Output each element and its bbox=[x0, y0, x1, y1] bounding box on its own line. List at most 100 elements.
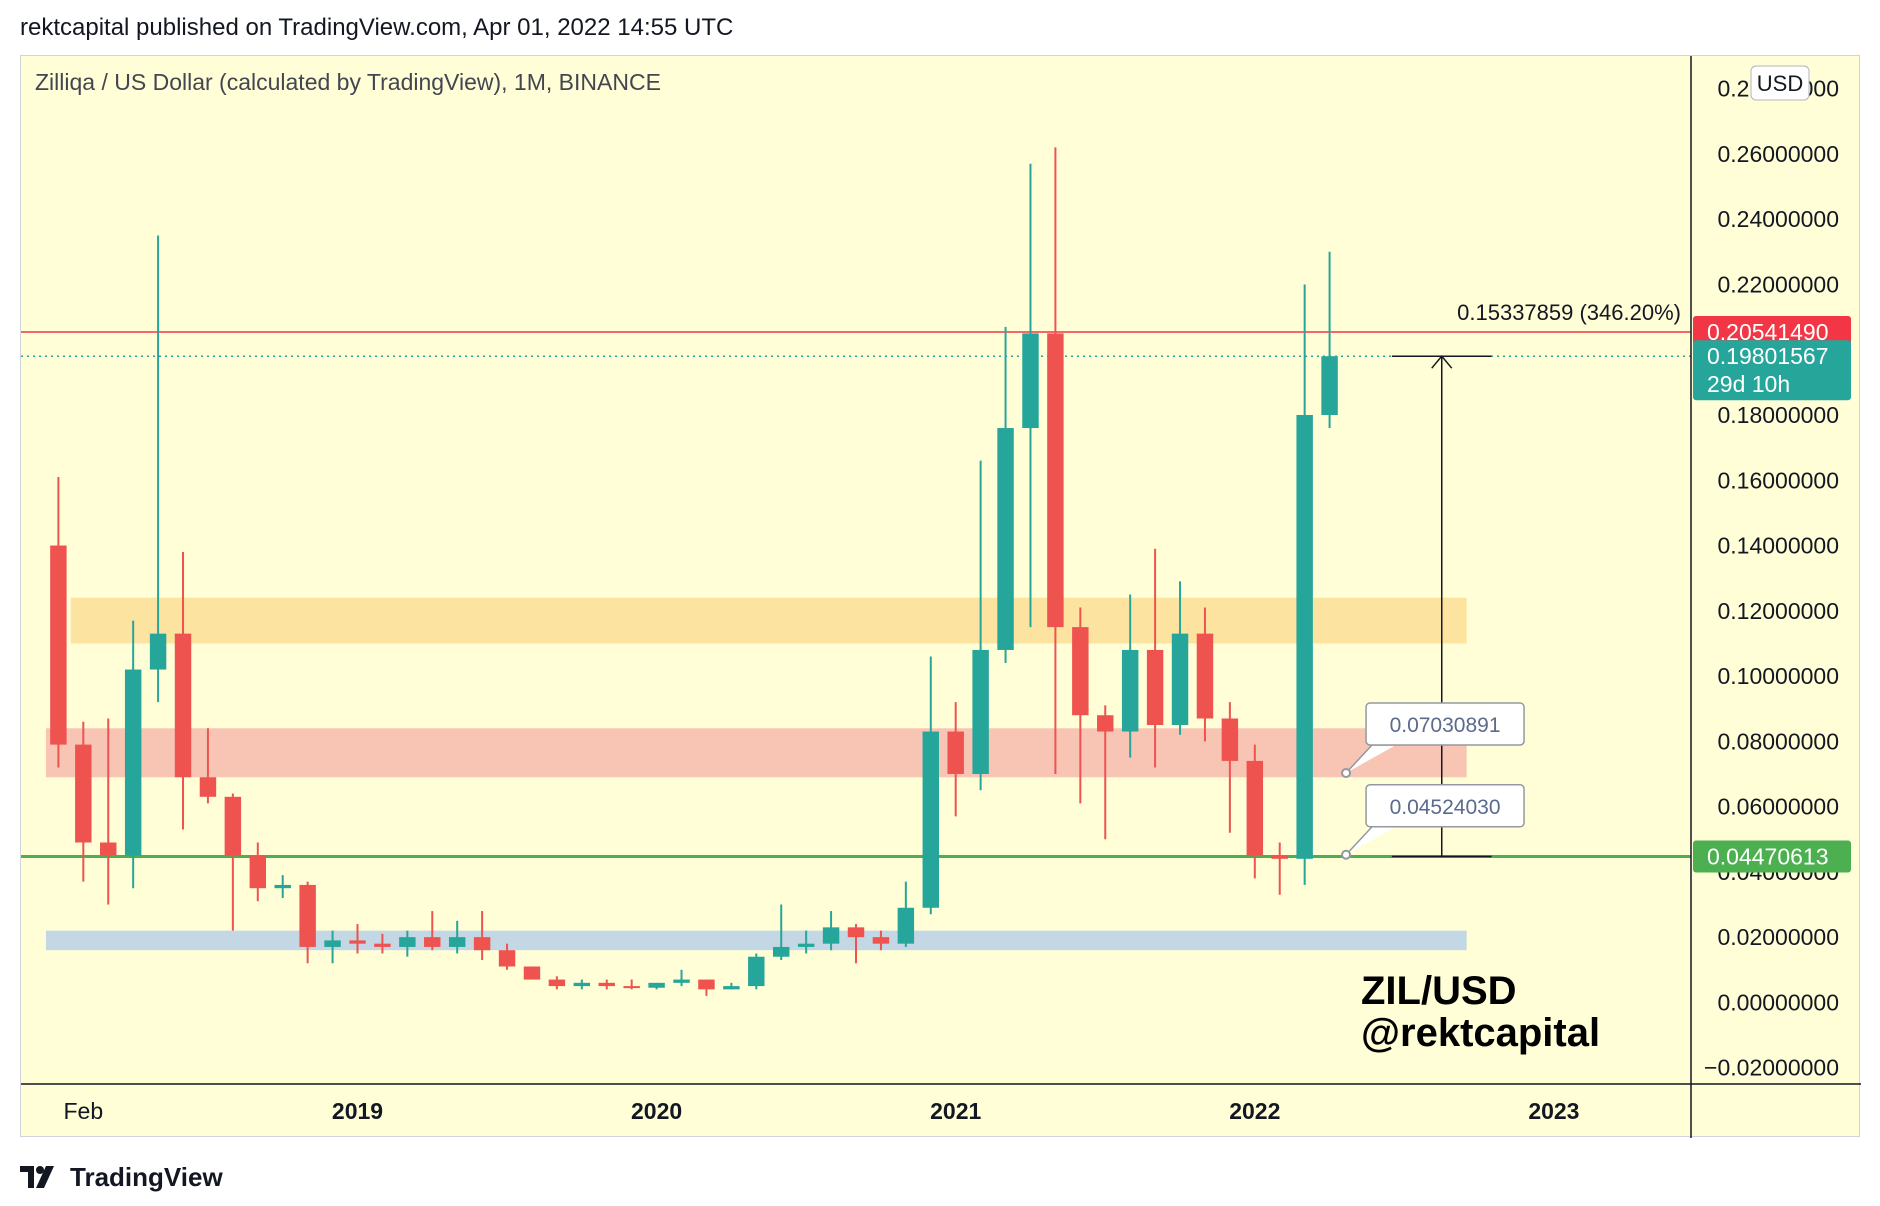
y-tick-label: 0.00000000 bbox=[1717, 989, 1839, 1015]
price-label-box-2 bbox=[1693, 840, 1851, 873]
candle-body-2021-06 bbox=[1072, 627, 1089, 716]
callout-label-0: 0.07030891 bbox=[1390, 714, 1501, 737]
candle-body-2020-08 bbox=[822, 927, 840, 944]
candle-body-2020-06 bbox=[772, 946, 790, 957]
candle-body-2019-09 bbox=[548, 979, 566, 987]
chart-frame[interactable]: 0.15337859 (346.20%) 0.07030891 0.0452403… bbox=[20, 55, 1861, 1138]
candle-body-2018-11 bbox=[299, 884, 316, 947]
candle-body-2020-11 bbox=[897, 907, 915, 944]
currency-badge[interactable]: USD bbox=[1750, 65, 1810, 101]
candle-body-2018-02 bbox=[75, 744, 92, 843]
x-tick-label: 2019 bbox=[332, 1098, 383, 1124]
candle-body-2021-10 bbox=[1171, 633, 1189, 726]
candle-body-2018-09 bbox=[249, 855, 267, 889]
candle-body-2019-12 bbox=[623, 986, 640, 989]
candle-body-2019-06 bbox=[473, 937, 491, 951]
x-tick-label: Feb bbox=[63, 1098, 103, 1124]
price-countdown-label: 29d 10h bbox=[1707, 371, 1790, 397]
chart-svg[interactable]: 0.15337859 (346.20%) 0.07030891 0.0452403… bbox=[21, 56, 1861, 1138]
candle-body-2021-01 bbox=[947, 731, 964, 774]
candle-body-2018-07 bbox=[199, 777, 217, 797]
candle-body-2019-03 bbox=[399, 937, 416, 947]
price-label-2: 0.04470613 bbox=[1707, 844, 1829, 870]
callout-anchor-0 bbox=[1341, 767, 1352, 778]
candle-body-2019-01 bbox=[349, 940, 366, 944]
candles-layer[interactable] bbox=[50, 147, 1338, 996]
candle-body-2022-04 bbox=[1321, 356, 1338, 415]
x-tick-label: 2020 bbox=[631, 1098, 682, 1124]
candle-body-2019-11 bbox=[598, 982, 615, 987]
candle-body-2021-02 bbox=[972, 649, 989, 774]
zone-2 bbox=[45, 930, 1467, 951]
candle-body-2018-05 bbox=[149, 633, 167, 670]
candle-body-2020-01 bbox=[648, 982, 665, 988]
y-tick-label: 0.08000000 bbox=[1717, 728, 1839, 754]
x-tick-label: 2023 bbox=[1528, 1098, 1579, 1124]
tradingview-logo-icon bbox=[20, 1166, 54, 1188]
y-tick-label: 0.12000000 bbox=[1717, 598, 1839, 624]
zone-0 bbox=[70, 597, 1467, 644]
callout-label-1: 0.04524030 bbox=[1390, 796, 1501, 819]
plot-background bbox=[21, 56, 1691, 1084]
x-tick-label: 2021 bbox=[930, 1098, 981, 1124]
candle-body-2018-03 bbox=[100, 842, 117, 856]
candle-body-2018-12 bbox=[324, 940, 341, 947]
callout-box-1 bbox=[1365, 784, 1525, 828]
chart-title: Zilliqa / US Dollar (calculated by Tradi… bbox=[35, 69, 661, 95]
watermark-symbol: ZIL/USD bbox=[1361, 969, 1517, 1013]
measure-arrowhead bbox=[1431, 355, 1453, 369]
candle-body-2018-10 bbox=[274, 884, 291, 889]
y-tick-label: −0.02000000 bbox=[1704, 1055, 1839, 1081]
candle-body-2021-05 bbox=[1047, 333, 1064, 628]
price-label-1: 0.19801567 bbox=[1707, 343, 1829, 369]
candle-body-2019-05 bbox=[448, 937, 466, 947]
candle-body-2020-05 bbox=[748, 956, 765, 987]
candle-body-2021-08 bbox=[1121, 649, 1139, 732]
callout-anchor-1 bbox=[1341, 849, 1352, 860]
candle-body-2020-02 bbox=[673, 979, 690, 983]
candle-body-2021-11 bbox=[1196, 633, 1214, 719]
y-tick-label: 0.10000000 bbox=[1717, 663, 1839, 689]
candle-body-2020-09 bbox=[847, 927, 865, 938]
candle-body-2020-03 bbox=[698, 979, 715, 990]
candle-body-2020-07 bbox=[797, 943, 815, 947]
candle-body-2019-08 bbox=[523, 966, 541, 980]
publish-header: rektcapital published on TradingView.com… bbox=[20, 14, 734, 41]
candle-body-2019-10 bbox=[573, 982, 591, 987]
footer: TradingView bbox=[20, 1160, 223, 1194]
candle-body-2018-04 bbox=[124, 669, 142, 856]
candle-body-2021-03 bbox=[997, 428, 1014, 650]
price-label-box-0 bbox=[1693, 316, 1851, 349]
candle-body-2018-06 bbox=[174, 633, 192, 778]
y-tick-label: 0.24000000 bbox=[1717, 206, 1839, 232]
candle-body-2021-07 bbox=[1097, 715, 1114, 732]
candle-body-2021-04 bbox=[1022, 333, 1039, 429]
price-label-box-1 bbox=[1693, 340, 1851, 401]
measure-label: 0.15337859 (346.20%) bbox=[1457, 300, 1681, 325]
candle-body-2019-02 bbox=[374, 943, 391, 947]
candle-body-2020-04 bbox=[723, 986, 740, 990]
candle-body-2021-09 bbox=[1146, 649, 1164, 726]
candle-body-2019-07 bbox=[498, 950, 516, 967]
currency-badge-label: USD bbox=[1757, 71, 1803, 96]
measure-tool[interactable]: 0.15337859 (346.20%) bbox=[1391, 300, 1681, 858]
candle-body-2020-12 bbox=[922, 731, 940, 908]
candle-body-2019-04 bbox=[424, 937, 441, 947]
callouts-layer[interactable]: 0.07030891 0.04524030 bbox=[1341, 702, 1525, 860]
candle-body-2022-02 bbox=[1271, 855, 1288, 859]
y-tick-label: 0.02000000 bbox=[1717, 924, 1839, 950]
y-tick-label: 0.16000000 bbox=[1717, 467, 1839, 493]
candle-body-2018-01 bbox=[50, 545, 67, 745]
candle-body-2021-12 bbox=[1221, 718, 1239, 761]
candle-body-2020-10 bbox=[872, 937, 890, 944]
watermark-author: @rektcapital bbox=[1361, 1011, 1600, 1055]
footer-brand: TradingView bbox=[70, 1161, 223, 1192]
y-tick-label: 0.14000000 bbox=[1717, 533, 1839, 559]
x-tick-label: 2022 bbox=[1229, 1098, 1280, 1124]
candle-body-2022-03 bbox=[1296, 414, 1313, 859]
callout-box-0 bbox=[1365, 702, 1525, 746]
candle-body-2022-01 bbox=[1246, 760, 1264, 856]
currency-badge-box bbox=[1750, 65, 1810, 101]
y-tick-label: 0.22000000 bbox=[1717, 271, 1839, 297]
